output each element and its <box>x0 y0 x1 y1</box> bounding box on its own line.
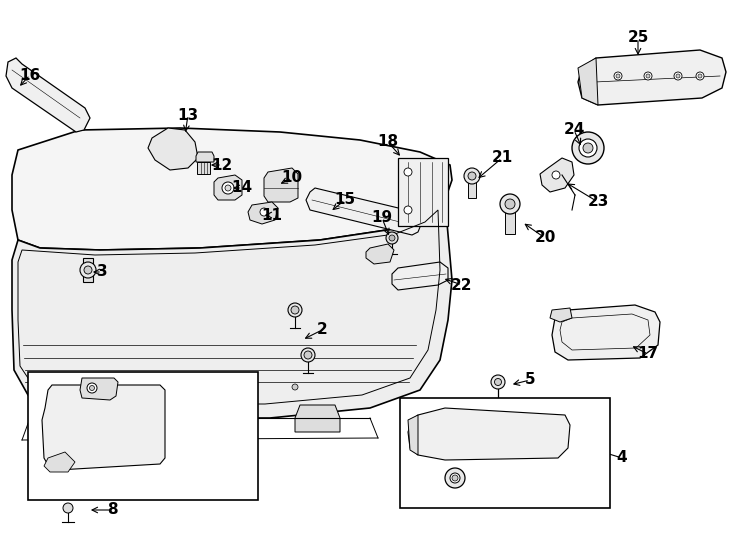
Circle shape <box>644 72 652 80</box>
Circle shape <box>468 172 476 180</box>
Circle shape <box>389 235 395 241</box>
Text: 21: 21 <box>491 151 512 165</box>
Text: 1: 1 <box>225 455 236 469</box>
Text: 16: 16 <box>19 68 40 83</box>
Circle shape <box>260 208 268 216</box>
Polygon shape <box>248 202 278 224</box>
Circle shape <box>579 139 597 157</box>
Circle shape <box>674 72 682 80</box>
Circle shape <box>445 468 465 488</box>
Circle shape <box>177 384 183 390</box>
Circle shape <box>696 72 704 80</box>
Circle shape <box>288 303 302 317</box>
Circle shape <box>452 475 458 481</box>
Polygon shape <box>12 200 452 418</box>
Circle shape <box>84 266 92 274</box>
Circle shape <box>404 168 412 176</box>
Polygon shape <box>408 415 418 455</box>
Polygon shape <box>392 262 448 290</box>
Circle shape <box>404 206 412 214</box>
Circle shape <box>63 503 73 513</box>
Polygon shape <box>83 258 93 282</box>
Polygon shape <box>408 408 570 460</box>
Text: 14: 14 <box>231 180 252 195</box>
Polygon shape <box>306 188 422 235</box>
Text: 6: 6 <box>461 470 471 485</box>
Text: 23: 23 <box>587 194 608 210</box>
Polygon shape <box>468 176 476 198</box>
Polygon shape <box>80 378 118 400</box>
Circle shape <box>500 194 520 214</box>
Text: 19: 19 <box>371 211 393 226</box>
Circle shape <box>583 143 593 153</box>
Text: 4: 4 <box>617 450 628 465</box>
Circle shape <box>237 384 243 390</box>
Circle shape <box>225 185 231 191</box>
Polygon shape <box>505 204 515 234</box>
Circle shape <box>676 74 680 78</box>
Circle shape <box>646 74 650 78</box>
Polygon shape <box>578 50 726 105</box>
Circle shape <box>80 262 96 278</box>
Polygon shape <box>550 308 572 322</box>
Bar <box>398 158 448 226</box>
Text: 5: 5 <box>525 373 535 388</box>
Circle shape <box>552 171 560 179</box>
Text: 24: 24 <box>563 123 585 138</box>
Circle shape <box>495 379 501 386</box>
Text: 7: 7 <box>31 415 41 429</box>
Circle shape <box>87 383 97 393</box>
Bar <box>400 398 610 508</box>
Text: 20: 20 <box>534 231 556 246</box>
Circle shape <box>90 386 95 390</box>
Circle shape <box>698 74 702 78</box>
Text: 11: 11 <box>261 207 283 222</box>
Text: 22: 22 <box>451 278 473 293</box>
Text: 17: 17 <box>637 347 658 361</box>
Polygon shape <box>295 405 340 432</box>
Polygon shape <box>578 58 598 105</box>
Polygon shape <box>44 452 75 472</box>
Circle shape <box>572 132 604 164</box>
Text: 12: 12 <box>211 158 233 172</box>
Circle shape <box>304 351 312 359</box>
Circle shape <box>464 168 480 184</box>
Text: 13: 13 <box>178 107 199 123</box>
Circle shape <box>301 348 315 362</box>
Polygon shape <box>552 305 660 360</box>
Circle shape <box>450 473 460 483</box>
Text: 25: 25 <box>628 30 649 45</box>
Polygon shape <box>214 175 242 200</box>
Text: 18: 18 <box>377 134 399 150</box>
Polygon shape <box>12 128 452 250</box>
Text: 3: 3 <box>97 265 107 280</box>
Circle shape <box>386 232 398 244</box>
Circle shape <box>222 182 234 194</box>
Polygon shape <box>42 385 165 470</box>
Polygon shape <box>148 128 198 170</box>
Circle shape <box>491 375 505 389</box>
Circle shape <box>291 306 299 314</box>
Polygon shape <box>540 158 574 192</box>
Polygon shape <box>366 244 394 264</box>
Circle shape <box>616 74 620 78</box>
Bar <box>28 372 258 500</box>
Circle shape <box>117 384 123 390</box>
Circle shape <box>505 199 515 209</box>
Polygon shape <box>197 162 210 174</box>
Text: 15: 15 <box>335 192 355 207</box>
Text: 2: 2 <box>316 322 327 338</box>
Circle shape <box>614 72 622 80</box>
Polygon shape <box>264 168 298 202</box>
Polygon shape <box>192 408 248 438</box>
Text: 10: 10 <box>281 171 302 186</box>
Polygon shape <box>6 58 90 132</box>
Polygon shape <box>196 152 214 162</box>
Text: 9: 9 <box>163 381 173 395</box>
Circle shape <box>292 384 298 390</box>
Text: 8: 8 <box>106 503 117 517</box>
